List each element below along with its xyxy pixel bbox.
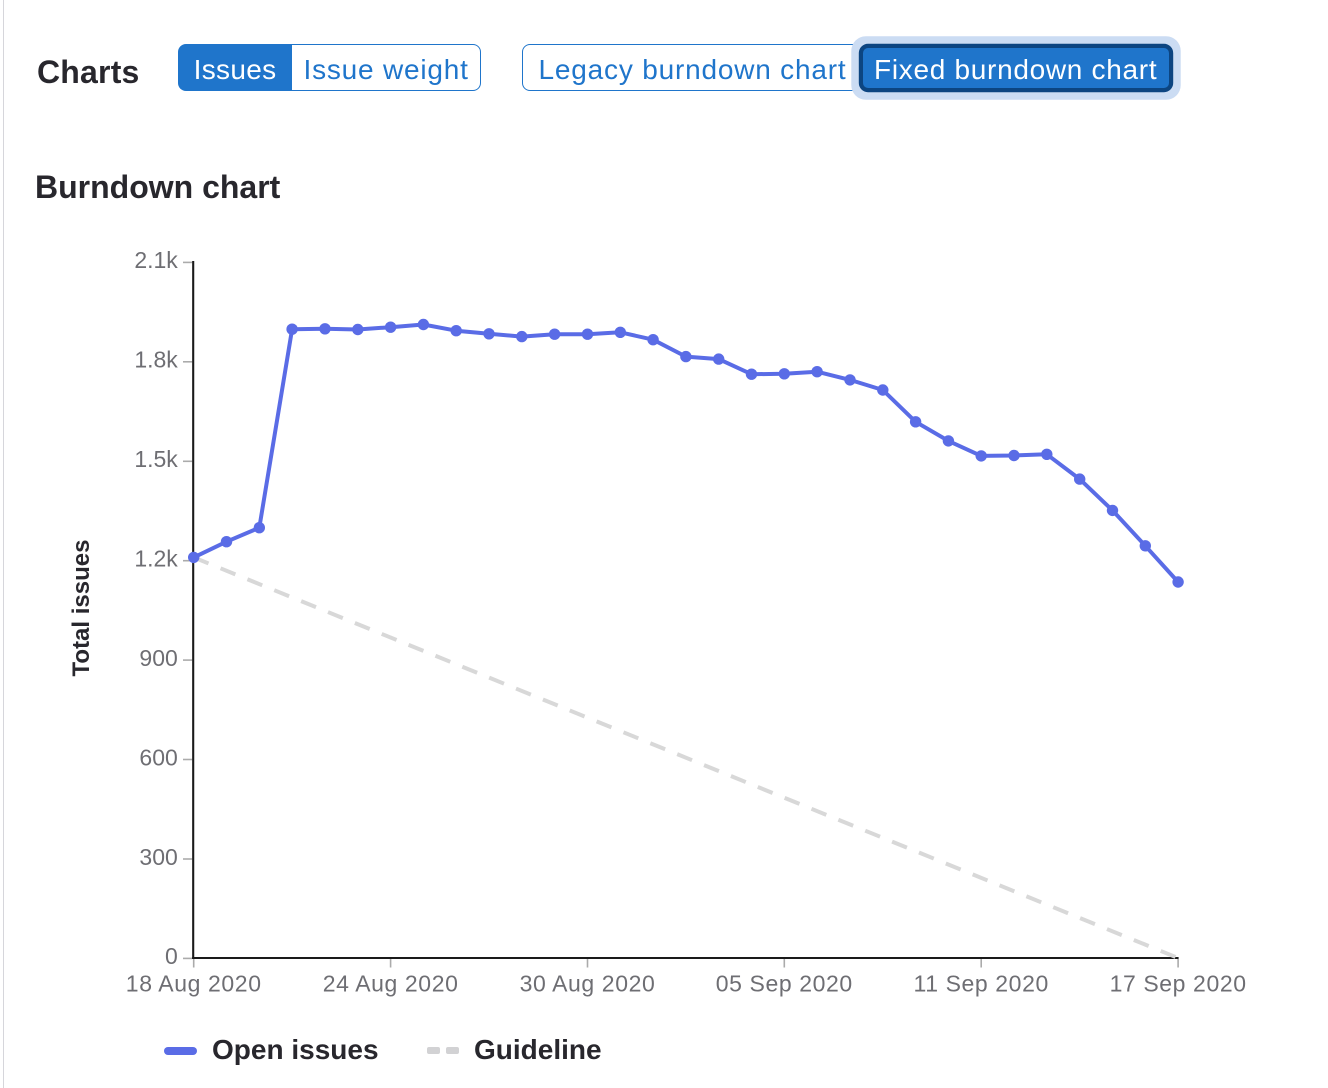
svg-text:17 Sep 2020: 17 Sep 2020 <box>1110 970 1247 996</box>
svg-text:24 Aug 2020: 24 Aug 2020 <box>323 970 459 996</box>
svg-text:0: 0 <box>165 943 178 969</box>
svg-text:2.1k: 2.1k <box>134 247 178 273</box>
svg-text:1.5k: 1.5k <box>134 446 178 472</box>
svg-text:1.8k: 1.8k <box>134 347 178 373</box>
svg-text:18 Aug 2020: 18 Aug 2020 <box>126 970 262 996</box>
svg-text:300: 300 <box>139 844 177 870</box>
svg-text:05 Sep 2020: 05 Sep 2020 <box>716 970 853 996</box>
svg-text:900: 900 <box>139 645 177 671</box>
svg-text:600: 600 <box>139 744 177 770</box>
svg-text:1.2k: 1.2k <box>134 546 178 572</box>
svg-text:30 Aug 2020: 30 Aug 2020 <box>520 970 656 996</box>
svg-text:11 Sep 2020: 11 Sep 2020 <box>914 970 1049 996</box>
svg-text:Total issues: Total issues <box>68 540 95 677</box>
